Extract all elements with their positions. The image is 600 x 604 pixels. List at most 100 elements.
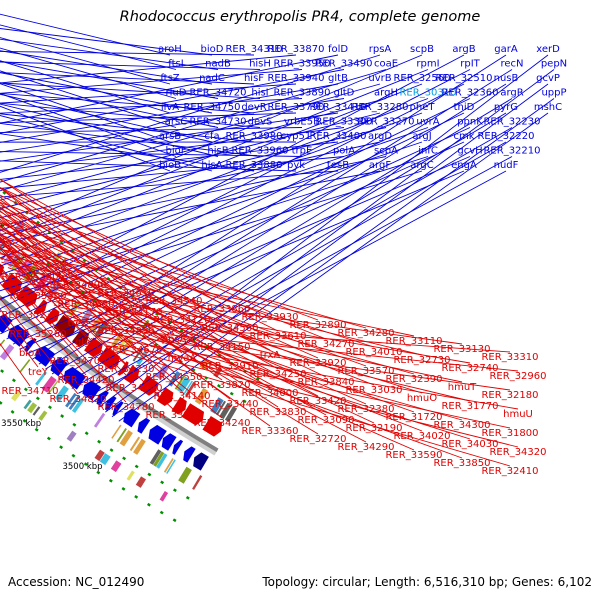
reverse-gene-labels: RER_35380RER_35300RER_35230RER_35260bioA… bbox=[1, 272, 546, 477]
reverse-gene-label: RER_33310 bbox=[481, 352, 538, 363]
forward-gene-label: RER_32230 bbox=[483, 117, 540, 128]
topology-text: Topology: circular; Length: 6,516,310 bp… bbox=[262, 575, 592, 589]
cog-stripe-outer bbox=[178, 467, 192, 484]
forward-gene-label: pheT bbox=[410, 102, 436, 113]
forward-label-line bbox=[0, 157, 386, 254]
forward-gene-label: uvrB bbox=[368, 73, 391, 84]
forward-gene-label: ilvA bbox=[161, 102, 179, 113]
forward-gene-label: RER_32360 bbox=[441, 88, 498, 99]
forward-gene-label: ftsZ bbox=[160, 73, 179, 84]
forward-gene-label: RER_33400 bbox=[309, 131, 366, 142]
forward-gene-label: nusB bbox=[494, 73, 519, 84]
kbp-label: 3550 kbp bbox=[1, 419, 41, 429]
forward-gene-label: bioB bbox=[159, 160, 181, 171]
forward-gene-label: scpA bbox=[374, 146, 398, 157]
forward-gene-label: argB bbox=[452, 44, 475, 55]
forward-gene-label: RER_33490 bbox=[315, 59, 372, 70]
forward-gene-label: gltD bbox=[334, 88, 355, 99]
forward-gene-label: rpIT bbox=[460, 59, 480, 70]
forward-gene-label: RER_33270 bbox=[357, 117, 414, 128]
reverse-gene-label: RER_34320 bbox=[489, 447, 546, 458]
forward-gene-label: cmk bbox=[453, 131, 474, 142]
forward-gene-label: trpE bbox=[292, 146, 313, 157]
forward-gene-label: RER_34750 bbox=[183, 102, 240, 113]
forward-gene-label: gcvH bbox=[457, 146, 482, 157]
forward-gene-label: RER_33280 bbox=[351, 102, 408, 113]
forward-gene-label: coaE bbox=[374, 59, 398, 70]
reverse-gene-label: hmuT bbox=[448, 382, 477, 393]
forward-gene-arrow bbox=[172, 440, 183, 455]
forward-gene-label: recN bbox=[500, 59, 523, 70]
forward-gene-arrow bbox=[193, 452, 209, 470]
forward-gene-label: arsB bbox=[159, 131, 181, 142]
forward-gene-label: scpB bbox=[410, 44, 434, 55]
reverse-gene-label: treY bbox=[28, 367, 49, 378]
forward-gene-label: hisI bbox=[251, 88, 268, 99]
reverse-gene-label: bioA bbox=[19, 348, 41, 359]
forward-gene-label: rluD bbox=[166, 88, 187, 99]
forward-gene-label: polA bbox=[333, 146, 355, 157]
forward-gene-label: argF bbox=[369, 160, 391, 171]
reverse-gene-label: RER_34670 bbox=[105, 345, 162, 356]
forward-gene-label: xerD bbox=[536, 44, 560, 55]
forward-gene-label: nudF bbox=[494, 160, 519, 171]
forward-gene-label: RER_33880 bbox=[225, 160, 282, 171]
cog-stripe-far bbox=[136, 476, 146, 488]
forward-gene-label: hisF bbox=[244, 73, 264, 84]
forward-gene-label: RER_32510 bbox=[435, 73, 492, 84]
forward-gene-label: arsC bbox=[165, 117, 187, 128]
cog-stripe-outer bbox=[94, 413, 105, 428]
forward-gene-label: pyk bbox=[287, 160, 305, 171]
forward-gene-label: folD bbox=[328, 44, 348, 55]
forward-gene-label: rpsA bbox=[369, 44, 392, 55]
reverse-gene-label: RER_35260 bbox=[9, 329, 66, 340]
forward-gene-label: hisB bbox=[207, 146, 228, 157]
forward-gene-label: engA bbox=[451, 160, 477, 171]
cog-stripe-outer bbox=[133, 439, 146, 455]
accession-text: Accession: NC_012490 bbox=[8, 575, 144, 589]
forward-gene-label: nadB bbox=[205, 59, 231, 70]
forward-gene-label: ftsI bbox=[168, 59, 183, 70]
forward-gene-label: hisA bbox=[201, 160, 222, 171]
kbp-label: 3500 kbp bbox=[62, 462, 102, 472]
forward-gene-label: cfa bbox=[204, 131, 219, 142]
cog-stripe-far bbox=[127, 471, 135, 481]
reverse-gene-label: RER_32390 bbox=[385, 374, 442, 385]
forward-gene-label: bioF bbox=[166, 146, 187, 157]
forward-gene-label: garA bbox=[494, 44, 518, 55]
forward-gene-label: hisH bbox=[249, 59, 271, 70]
reverse-gene-label: RER_32180 bbox=[481, 390, 538, 401]
reverse-gene-label: RER_32960 bbox=[489, 371, 546, 382]
forward-gene-label: argJ bbox=[412, 131, 431, 142]
forward-gene-label: thiD bbox=[454, 102, 475, 113]
forward-gene-label: RER_33940 bbox=[267, 73, 324, 84]
forward-gene-labels: aroHftsIftsZrluDilvAarsCarsBbioFbioBbioD… bbox=[158, 44, 567, 171]
cog-stripe-far bbox=[111, 460, 122, 472]
forward-gene-label: uvrA bbox=[416, 117, 439, 128]
forward-gene-label: mshC bbox=[534, 102, 562, 113]
forward-gene-label: devS bbox=[248, 117, 273, 128]
forward-gene-label: devR bbox=[241, 102, 266, 113]
forward-gene-label: RER_34720 bbox=[189, 88, 246, 99]
forward-gene-arrow bbox=[183, 446, 195, 462]
reverse-gene-label: RER_34150 bbox=[193, 342, 250, 353]
forward-gene-label: aroH bbox=[158, 44, 182, 55]
reverse-gene-label: trxA bbox=[260, 350, 281, 361]
reverse-gene-label: RER_31800 bbox=[481, 428, 538, 439]
forward-gene-label: RER_33890 bbox=[273, 88, 330, 99]
reverse-gene-label: RER_34850 bbox=[97, 326, 154, 337]
forward-gene-label: RER_33870 bbox=[267, 44, 324, 55]
reverse-gene-label: RER_31770 bbox=[441, 401, 498, 412]
forward-gene-label: cyp51 bbox=[281, 131, 312, 142]
forward-gene-label: pyrG bbox=[494, 102, 518, 113]
reverse-gene-label: hmuU bbox=[503, 409, 533, 420]
forward-gene-label: uppP bbox=[541, 88, 566, 99]
reverse-gene-label: mvaA bbox=[168, 353, 197, 364]
forward-gene-label: argD bbox=[368, 131, 392, 142]
cog-stripe-outer bbox=[0, 339, 5, 353]
forward-gene-label: infC bbox=[418, 146, 438, 157]
reverse-gene-label: hmuO bbox=[407, 393, 437, 404]
forward-gene-label: argC bbox=[410, 160, 433, 171]
